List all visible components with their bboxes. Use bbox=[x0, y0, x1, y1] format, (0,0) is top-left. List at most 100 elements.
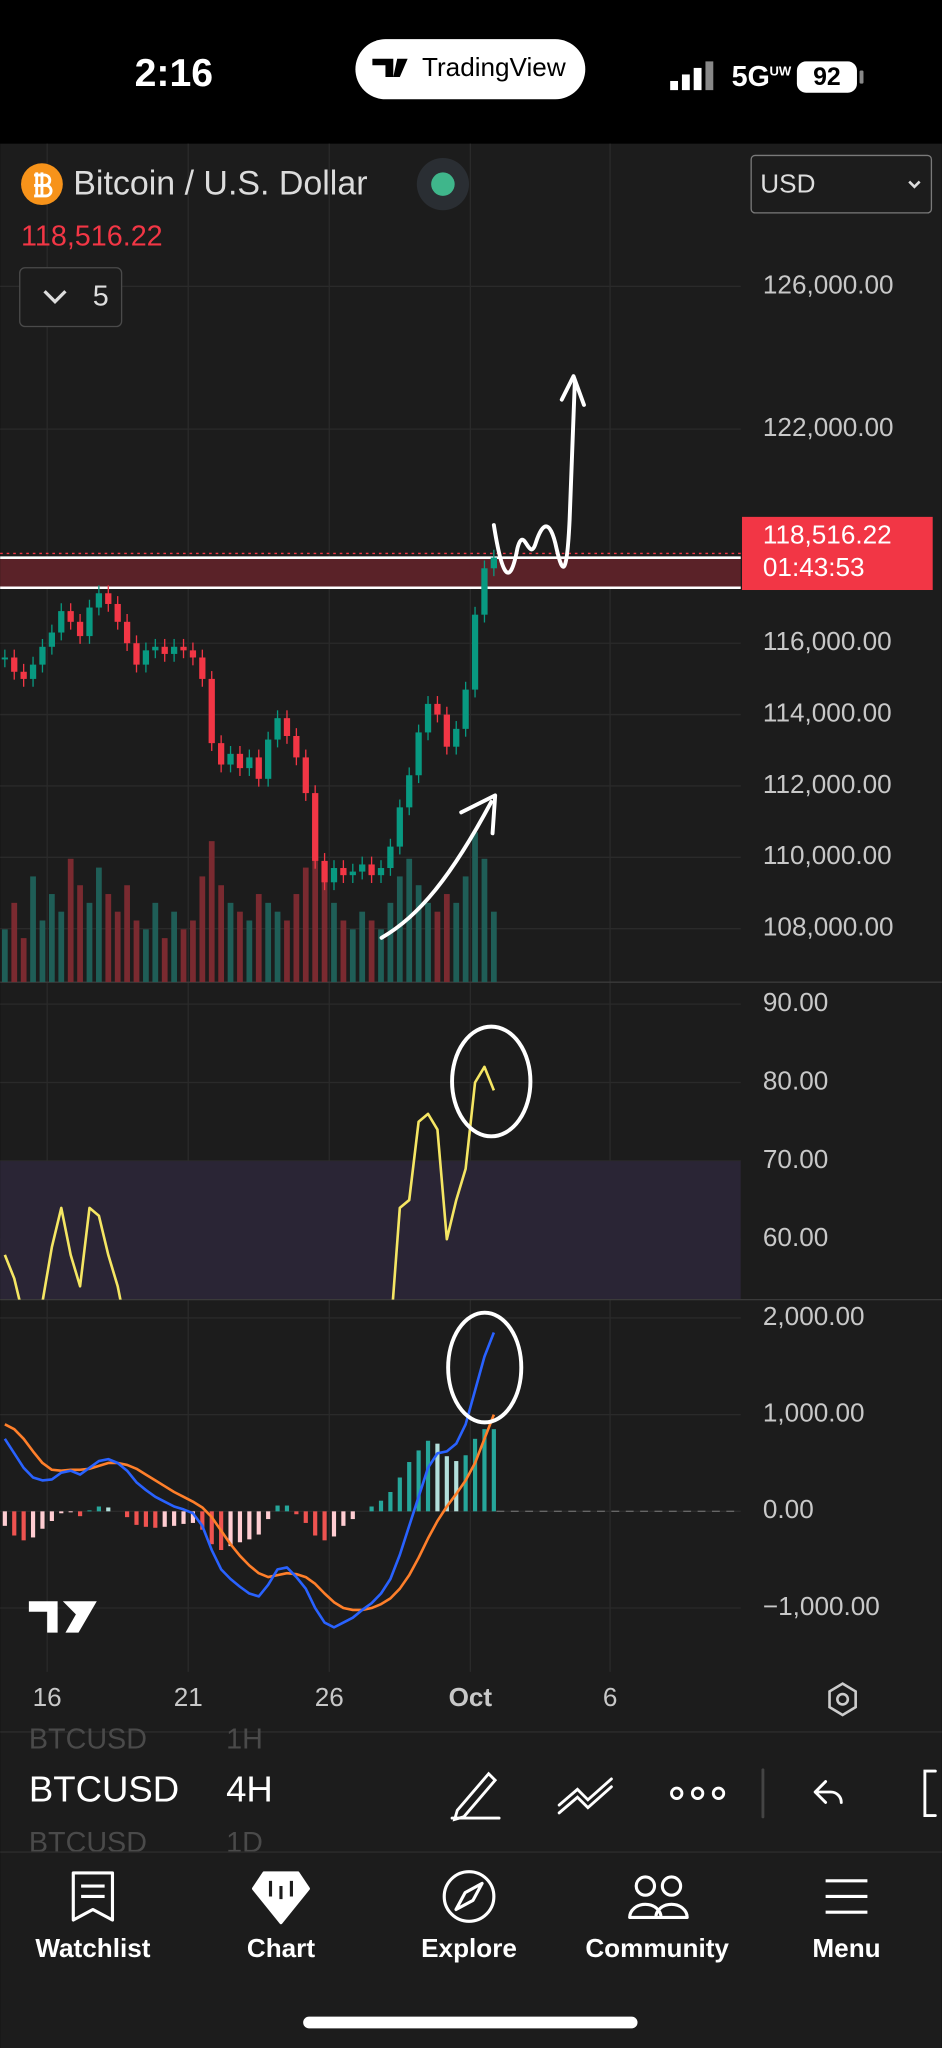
histogram-bar bbox=[209, 1511, 214, 1545]
histogram-bar bbox=[77, 1511, 83, 1517]
tab-label[interactable]: Watchlist bbox=[35, 1933, 150, 1963]
y-tick-label: 110,000.00 bbox=[763, 840, 892, 870]
histogram-bar bbox=[247, 1511, 252, 1540]
volume-bar bbox=[490, 911, 497, 983]
header-price: 118,516.22 bbox=[21, 220, 163, 252]
histogram-bar bbox=[284, 1505, 290, 1512]
more-dot bbox=[711, 1786, 726, 1800]
volume-bar bbox=[368, 920, 375, 983]
interval-row[interactable]: 1D bbox=[226, 1827, 263, 1859]
volume-bar bbox=[105, 894, 112, 983]
undo[interactable] bbox=[813, 1780, 843, 1804]
histogram-bar bbox=[172, 1511, 177, 1526]
candle-body bbox=[1, 657, 8, 660]
histogram-bar bbox=[143, 1511, 148, 1527]
volume-bar bbox=[462, 876, 469, 983]
histogram-bar bbox=[350, 1511, 355, 1520]
volume-bar bbox=[143, 929, 149, 983]
volume-bar bbox=[415, 885, 422, 983]
last-price-box bbox=[742, 516, 933, 591]
candle-body bbox=[453, 728, 460, 747]
volume-bar bbox=[255, 894, 262, 983]
y-tick-label: 60.00 bbox=[763, 1222, 828, 1252]
market-open-dot bbox=[431, 172, 455, 196]
more-dot bbox=[690, 1786, 705, 1800]
volume-bar bbox=[77, 885, 83, 983]
histogram-bar bbox=[454, 1461, 459, 1512]
tab-label[interactable]: Explore bbox=[421, 1933, 517, 1963]
volume-bar bbox=[20, 938, 27, 983]
histogram-bar bbox=[30, 1511, 36, 1538]
histogram-bar bbox=[407, 1462, 412, 1512]
candle-body bbox=[105, 593, 112, 604]
histogram-bar bbox=[40, 1511, 45, 1529]
app-name: TradingView bbox=[422, 52, 566, 82]
y-tick-label: 0.00 bbox=[763, 1494, 814, 1524]
tab-label[interactable]: Chart bbox=[247, 1933, 315, 1963]
histogram-bar bbox=[472, 1438, 478, 1512]
indicator-count: 5 bbox=[93, 280, 109, 312]
volume-bar bbox=[48, 894, 55, 983]
candle-body bbox=[199, 657, 206, 679]
candle-body bbox=[142, 650, 150, 665]
histogram-bar bbox=[341, 1511, 346, 1526]
countdown: 01:43:53 bbox=[763, 552, 865, 582]
histogram-bar bbox=[435, 1443, 440, 1512]
interval-row[interactable]: 1H bbox=[226, 1724, 263, 1756]
candle-body bbox=[302, 757, 309, 794]
interval-row[interactable]: 4H bbox=[226, 1769, 273, 1810]
histogram-bar bbox=[463, 1455, 468, 1512]
symbol-row[interactable]: BTCUSD bbox=[29, 1769, 179, 1810]
y-tick-label: 122,000.00 bbox=[763, 412, 894, 442]
candle-body bbox=[114, 603, 121, 622]
tab-label[interactable]: Menu bbox=[812, 1933, 880, 1963]
candle-body bbox=[161, 646, 168, 654]
community-icon bbox=[634, 1875, 657, 1897]
histogram-bar bbox=[181, 1511, 186, 1524]
x-tick-label: 21 bbox=[174, 1682, 203, 1712]
settings-icon[interactable] bbox=[828, 1682, 857, 1717]
candle-body bbox=[396, 807, 403, 847]
rsi bbox=[3, 1065, 496, 1300]
clock: 2:16 bbox=[135, 52, 213, 95]
pen-tool[interactable] bbox=[450, 1771, 501, 1822]
histogram-bar bbox=[313, 1511, 318, 1536]
y-tick-label: 80.00 bbox=[763, 1065, 828, 1095]
macd bbox=[2, 1331, 741, 1629]
explore-needle bbox=[454, 1881, 484, 1912]
volume-bar bbox=[312, 823, 319, 983]
histogram-bar bbox=[482, 1429, 487, 1512]
candle-body bbox=[67, 611, 74, 622]
candle-body bbox=[321, 860, 328, 883]
candle-body bbox=[424, 703, 432, 733]
candle-body bbox=[274, 718, 281, 740]
candle-body bbox=[29, 664, 37, 679]
histogram-bar bbox=[49, 1511, 54, 1522]
histogram-bar bbox=[21, 1511, 26, 1541]
indicators-toggle[interactable] bbox=[19, 267, 123, 328]
fullscreen[interactable] bbox=[923, 1769, 937, 1817]
y-tick-label: 108,000.00 bbox=[763, 912, 894, 942]
y-tick-label: −1,000.00 bbox=[763, 1591, 880, 1621]
histogram-bar bbox=[153, 1511, 158, 1528]
more-dot[interactable] bbox=[670, 1786, 684, 1800]
candle-body bbox=[152, 646, 159, 651]
tab-label[interactable]: Community bbox=[585, 1933, 729, 1963]
histogram-bar bbox=[275, 1505, 280, 1512]
volume-bar bbox=[96, 867, 102, 983]
candle-body bbox=[387, 846, 394, 869]
candle-body bbox=[490, 557, 497, 569]
volume-bar bbox=[152, 902, 159, 983]
candle-body bbox=[189, 650, 197, 658]
candle-body bbox=[481, 568, 488, 615]
currency-select[interactable] bbox=[750, 154, 933, 214]
volume-bar bbox=[190, 920, 196, 983]
vertical-grid bbox=[46, 143, 611, 1672]
x-tick-label: Oct bbox=[449, 1682, 493, 1712]
battery bbox=[796, 61, 857, 93]
home-indicator bbox=[303, 2016, 638, 2029]
trend-tool[interactable] bbox=[557, 1777, 613, 1815]
hand-annotations bbox=[379, 374, 586, 1425]
histogram-bar bbox=[228, 1511, 233, 1547]
